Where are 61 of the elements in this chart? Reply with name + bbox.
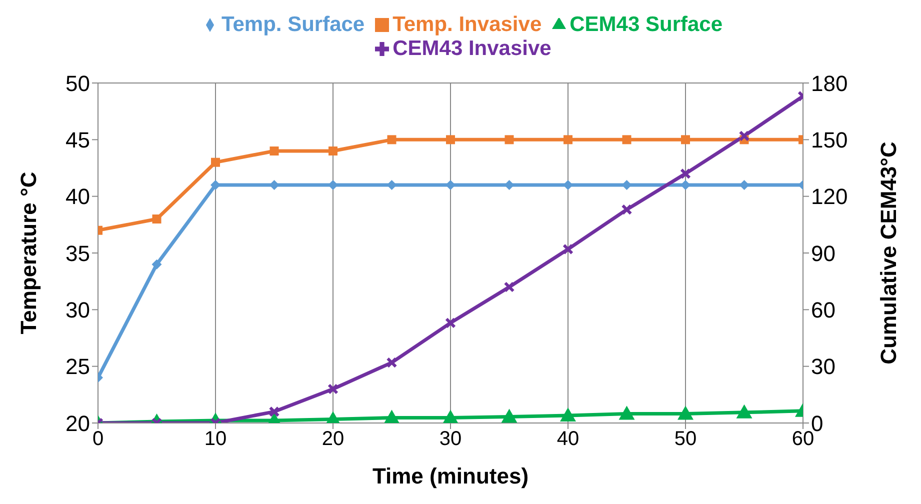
y-tick-label: 50	[66, 70, 90, 96]
y2-tick-label: 90	[811, 240, 836, 266]
point	[501, 408, 518, 423]
point	[738, 130, 750, 142]
y-axis-title: Temperature °C	[16, 172, 41, 334]
point	[328, 384, 338, 394]
y2-axis-title: Cumulative CEM43°C	[876, 142, 901, 364]
point	[210, 180, 220, 190]
y-tick-label: 35	[66, 240, 90, 266]
point	[564, 135, 572, 144]
point	[152, 259, 162, 270]
point	[152, 214, 162, 224]
x-axis-title: Time (minutes)	[372, 464, 529, 489]
point	[269, 180, 280, 190]
legend-label: CEM43 Invasive	[392, 37, 552, 60]
x-tick-label: 40	[556, 428, 580, 450]
x-tick-label: 0	[92, 428, 104, 450]
point	[562, 244, 574, 255]
point	[442, 410, 458, 423]
point	[618, 406, 635, 420]
point	[328, 146, 338, 156]
y2-tick-label: 150	[811, 127, 848, 152]
x-tick-label: 10	[204, 428, 227, 450]
point	[446, 180, 456, 190]
y-tick-label: 25	[66, 354, 90, 380]
x-tick-label: 50	[674, 428, 697, 450]
point	[211, 158, 220, 167]
y2-tick-label: 30	[811, 354, 836, 380]
y-tick-label: 40	[66, 184, 90, 210]
point	[622, 135, 632, 144]
y-tick-label: 30	[66, 297, 90, 322]
point	[270, 146, 279, 156]
point	[446, 135, 455, 144]
point	[386, 357, 398, 368]
point	[678, 406, 694, 420]
y2-tick-label: 60	[811, 297, 836, 322]
point	[680, 180, 690, 190]
point	[386, 180, 397, 190]
x-tick-label: 20	[322, 428, 344, 450]
point	[622, 180, 632, 190]
point	[739, 180, 750, 190]
y2-tick-label: 120	[811, 184, 848, 210]
point	[384, 410, 400, 423]
y2-tick-label: 180	[811, 70, 848, 96]
point	[504, 135, 514, 144]
legend-label: CEM43 Surface	[570, 13, 723, 36]
point	[328, 180, 338, 190]
point	[445, 317, 456, 328]
point	[504, 282, 515, 292]
x-tick-label: 30	[439, 428, 462, 450]
point	[736, 404, 752, 418]
point	[504, 180, 514, 190]
point	[680, 168, 691, 180]
point	[563, 180, 573, 190]
legend-label: Temp. Invasive	[392, 13, 542, 36]
legend-label: Temp. Surface	[221, 13, 365, 36]
point	[621, 204, 632, 216]
point	[560, 407, 576, 422]
point	[681, 135, 690, 144]
point	[387, 135, 396, 144]
y-tick-label: 45	[66, 127, 90, 152]
